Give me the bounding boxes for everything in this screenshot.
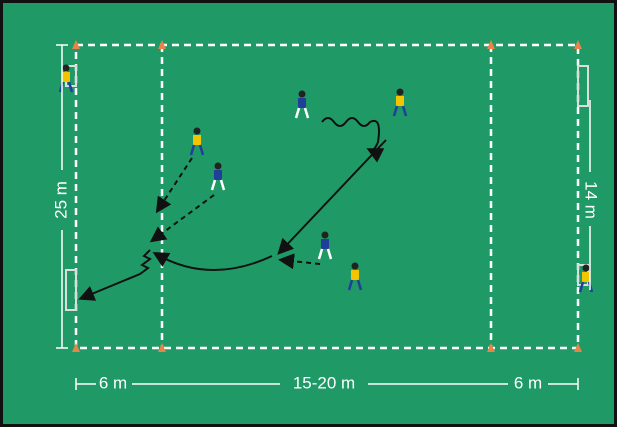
bottom-dimension: 15-20 m: [293, 373, 355, 392]
right-dimension: 14 m: [582, 181, 601, 219]
dimensions: 25 m 14 m 6 m 15-20 m 6 m: [51, 44, 601, 392]
bottom-dimension: 6 m: [514, 373, 542, 392]
arrows: [78, 117, 387, 301]
pitch-outline: [74, 43, 580, 350]
left-dimension: 25 m: [51, 181, 70, 219]
bottom-dimension: 6 m: [99, 373, 127, 392]
